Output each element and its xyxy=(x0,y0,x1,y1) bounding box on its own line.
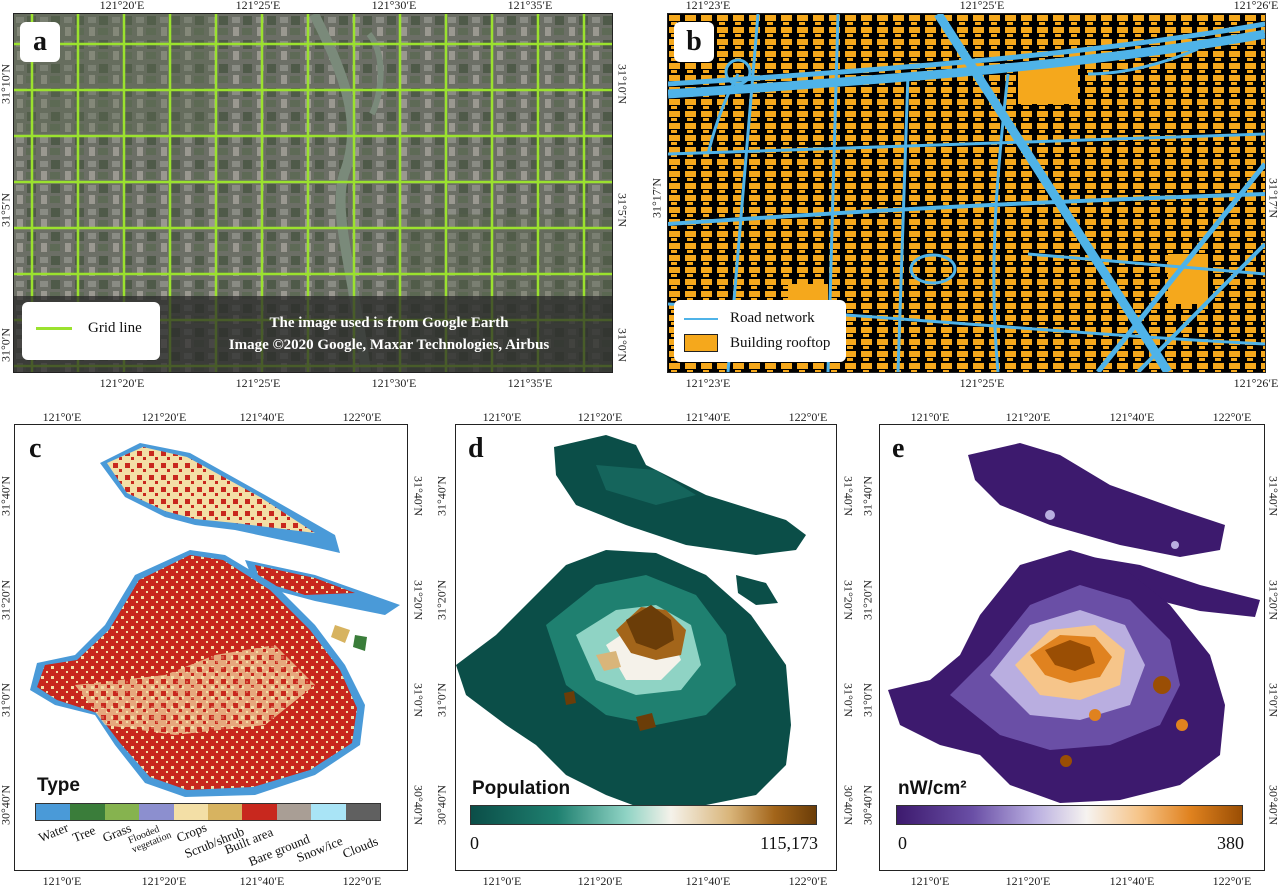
tick-label: 121°40′E xyxy=(1110,874,1155,889)
tick-label: 121°20′E xyxy=(100,376,145,391)
tick-label: 121°35′E xyxy=(508,0,553,13)
tick-label: 121°25′E xyxy=(960,376,1005,391)
tick-label: 121°0′E xyxy=(43,874,82,889)
tick-label: 122°0′E xyxy=(1213,410,1252,425)
tick-label: 31°20′N xyxy=(0,580,14,620)
tick-label: 31°40′N xyxy=(1266,476,1280,516)
tick-label: 31°0′N xyxy=(411,683,426,717)
tick-label: 122°0′E xyxy=(343,874,382,889)
tick-label: 31°17′N xyxy=(650,178,665,218)
tick-label: 121°30′E xyxy=(372,376,417,391)
tick-label: 121°40′E xyxy=(240,410,285,425)
panel-e-frame xyxy=(879,424,1265,871)
tick-label: 30°40′N xyxy=(411,785,426,825)
tick-label: 30°40′N xyxy=(0,785,14,825)
tick-label: 121°35′E xyxy=(508,376,553,391)
tick-label: 31°0′N xyxy=(0,328,14,362)
tick-label: 122°0′E xyxy=(789,410,828,425)
tick-label: 121°20′E xyxy=(100,0,145,13)
tick-label: 121°26′E xyxy=(1234,0,1279,13)
tick-label: 31°0′N xyxy=(615,328,630,362)
tick-label: 31°0′N xyxy=(1266,683,1280,717)
tick-label: 30°40′N xyxy=(841,785,856,825)
tick-label: 121°40′E xyxy=(686,874,731,889)
tick-label: 31°0′N xyxy=(861,683,876,717)
tick-label: 31°20′N xyxy=(861,580,876,620)
tick-label: 31°20′N xyxy=(411,580,426,620)
tick-label: 30°40′N xyxy=(435,785,450,825)
tick-label: 122°0′E xyxy=(343,410,382,425)
tick-label: 121°26′E xyxy=(1234,376,1279,391)
panel-a-frame xyxy=(13,13,613,373)
panel-b-frame xyxy=(667,13,1266,373)
tick-label: 31°20′N xyxy=(841,580,856,620)
tick-label: 121°0′E xyxy=(911,874,950,889)
tick-label: 30°40′N xyxy=(1266,785,1280,825)
tick-label: 122°0′E xyxy=(789,874,828,889)
tick-label: 121°20′E xyxy=(578,410,623,425)
tick-label: 121°40′E xyxy=(240,874,285,889)
tick-label: 31°5′N xyxy=(615,193,630,227)
tick-label: 31°10′N xyxy=(0,64,14,104)
tick-label: 31°20′N xyxy=(1266,580,1280,620)
tick-label: 121°25′E xyxy=(236,0,281,13)
panel-c-frame xyxy=(14,424,408,871)
tick-label: 31°0′N xyxy=(841,683,856,717)
tick-label: 121°0′E xyxy=(483,410,522,425)
tick-label: 31°40′N xyxy=(435,476,450,516)
tick-label: 121°40′E xyxy=(686,410,731,425)
tick-label: 121°20′E xyxy=(142,874,187,889)
tick-label: 121°20′E xyxy=(578,874,623,889)
tick-label: 31°20′N xyxy=(435,580,450,620)
panel-d-frame xyxy=(455,424,837,871)
tick-label: 30°40′N xyxy=(861,785,876,825)
tick-label: 121°0′E xyxy=(483,874,522,889)
tick-label: 31°40′N xyxy=(411,476,426,516)
tick-label: 31°40′N xyxy=(0,476,14,516)
tick-label: 121°20′E xyxy=(1006,874,1051,889)
tick-label: 31°40′N xyxy=(841,476,856,516)
tick-label: 121°0′E xyxy=(43,410,82,425)
tick-label: 121°25′E xyxy=(960,0,1005,13)
tick-label: 121°40′E xyxy=(1110,410,1155,425)
tick-label: 121°23′E xyxy=(686,376,731,391)
tick-label: 31°17′N xyxy=(1266,178,1280,218)
tick-label: 121°30′E xyxy=(372,0,417,13)
tick-label: 31°5′N xyxy=(0,193,14,227)
tick-label: 31°0′N xyxy=(0,683,14,717)
tick-label: 31°40′N xyxy=(861,476,876,516)
tick-label: 122°0′E xyxy=(1213,874,1252,889)
tick-label: 31°0′N xyxy=(435,683,450,717)
tick-label: 121°20′E xyxy=(1006,410,1051,425)
tick-label: 121°23′E xyxy=(686,0,731,13)
tick-label: 31°10′N xyxy=(615,64,630,104)
tick-label: 121°0′E xyxy=(911,410,950,425)
tick-label: 121°20′E xyxy=(142,410,187,425)
tick-label: 121°25′E xyxy=(236,376,281,391)
